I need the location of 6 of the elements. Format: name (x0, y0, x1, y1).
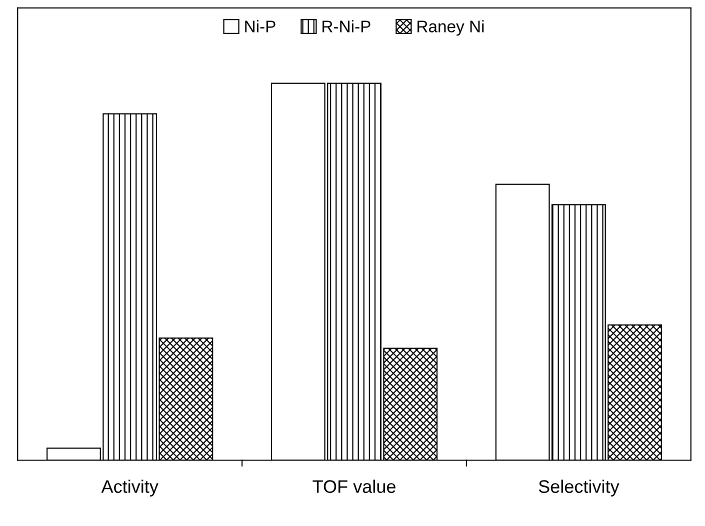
legend-label: Ni-P (245, 20, 276, 32)
x-tick-label: TOF value (312, 480, 396, 493)
legend-label: R-Ni-P (322, 20, 370, 32)
legend-label: Raney Ni (418, 20, 484, 36)
x-tick-label: Activity (101, 480, 158, 497)
x-tick-label: Selectivity (538, 480, 620, 497)
